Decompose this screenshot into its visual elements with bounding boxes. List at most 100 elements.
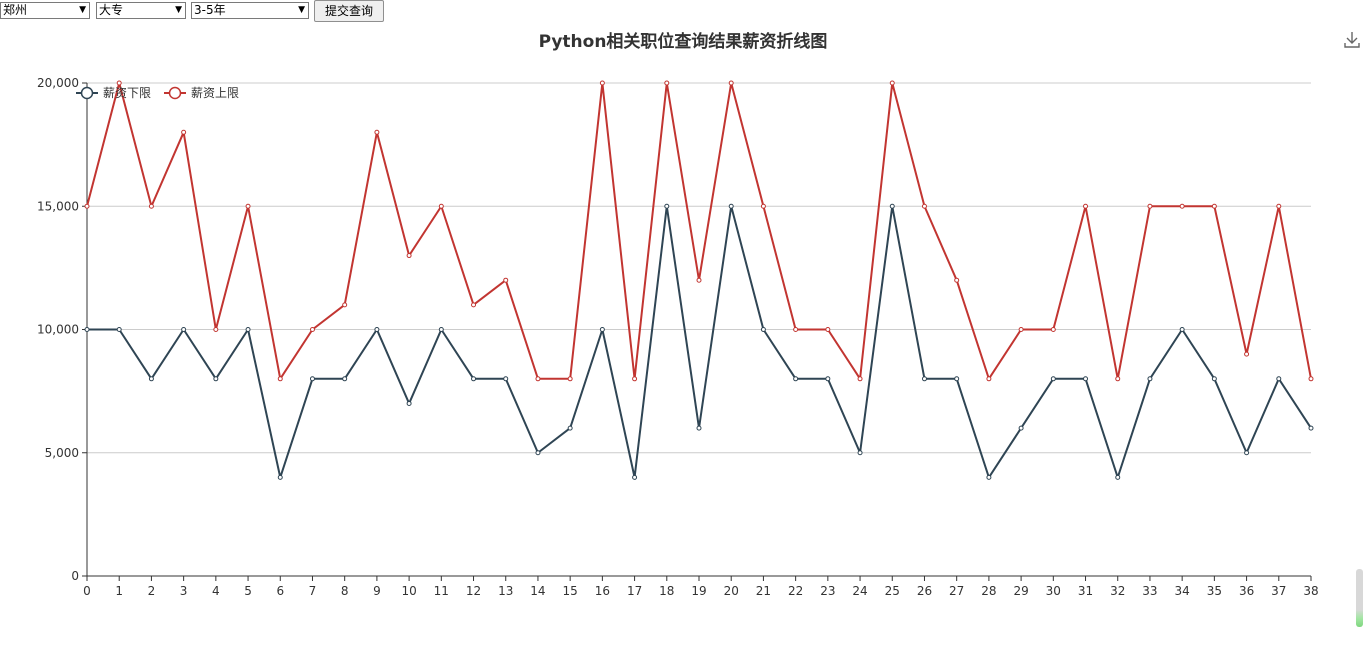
data-point[interactable]	[793, 327, 799, 332]
data-point[interactable]	[632, 376, 638, 382]
data-point[interactable]	[1179, 327, 1185, 332]
data-point[interactable]	[342, 302, 348, 308]
data-point[interactable]	[1018, 425, 1024, 431]
data-point[interactable]	[116, 327, 122, 332]
data-point[interactable]	[954, 277, 960, 283]
data-point[interactable]	[1050, 376, 1056, 382]
data-point[interactable]	[535, 450, 541, 456]
experience-select[interactable]: 3-5年 ▼	[191, 2, 309, 19]
data-point[interactable]	[277, 376, 283, 382]
data-point[interactable]	[760, 203, 766, 209]
data-point[interactable]	[567, 376, 573, 382]
data-point[interactable]	[1018, 327, 1024, 332]
data-point[interactable]	[728, 203, 734, 209]
data-point[interactable]	[1147, 203, 1153, 209]
data-point[interactable]	[503, 277, 509, 283]
data-point[interactable]	[986, 376, 992, 382]
data-point[interactable]	[1211, 203, 1217, 209]
data-point[interactable]	[503, 376, 509, 382]
x-tick-label: 15	[563, 584, 578, 598]
data-point[interactable]	[116, 80, 122, 86]
data-point[interactable]	[696, 425, 702, 431]
data-point[interactable]	[889, 203, 895, 209]
data-point[interactable]	[1147, 376, 1153, 382]
data-point[interactable]	[921, 203, 927, 209]
data-point[interactable]	[342, 376, 348, 382]
data-point[interactable]	[632, 474, 638, 480]
x-tick-label: 8	[341, 584, 349, 598]
y-tick-label: 5,000	[45, 446, 79, 460]
data-point[interactable]	[213, 376, 219, 382]
series-line	[86, 82, 1312, 380]
x-tick-label: 20	[724, 584, 739, 598]
data-point[interactable]	[1276, 203, 1282, 209]
data-point[interactable]	[1179, 203, 1185, 209]
data-point[interactable]	[84, 327, 90, 332]
data-point[interactable]	[954, 376, 960, 382]
data-point[interactable]	[760, 327, 766, 332]
data-point[interactable]	[857, 450, 863, 456]
data-point[interactable]	[438, 327, 444, 332]
data-point[interactable]	[374, 327, 380, 332]
data-point[interactable]	[148, 203, 154, 209]
legend-label: 薪资下限	[103, 86, 151, 100]
submit-query-button[interactable]: 提交查询	[314, 0, 384, 22]
data-point[interactable]	[374, 129, 380, 135]
data-point[interactable]	[664, 80, 670, 86]
education-select[interactable]: 大专 ▼	[96, 2, 186, 19]
x-tick-label: 3	[180, 584, 188, 598]
legend-item[interactable]: 薪资上限	[164, 86, 239, 100]
data-point[interactable]	[1211, 376, 1217, 382]
data-point[interactable]	[148, 376, 154, 382]
data-point[interactable]	[1276, 376, 1282, 382]
data-point[interactable]	[825, 376, 831, 382]
data-point[interactable]	[921, 376, 927, 382]
data-point[interactable]	[471, 376, 477, 382]
data-point[interactable]	[664, 203, 670, 209]
x-tick-label: 36	[1239, 584, 1254, 598]
city-select[interactable]: 郑州 ▼	[0, 2, 90, 19]
data-point[interactable]	[1115, 376, 1121, 382]
data-point[interactable]	[535, 376, 541, 382]
data-point[interactable]	[728, 80, 734, 86]
data-point[interactable]	[1083, 203, 1089, 209]
data-point[interactable]	[1083, 376, 1089, 382]
data-point[interactable]	[245, 203, 251, 209]
data-point[interactable]	[599, 327, 605, 332]
data-point[interactable]	[471, 302, 477, 308]
data-point[interactable]	[406, 253, 412, 259]
data-point[interactable]	[599, 80, 605, 86]
data-point[interactable]	[986, 474, 992, 480]
data-point[interactable]	[1244, 351, 1250, 357]
education-select-value: 大专	[99, 3, 124, 17]
data-point[interactable]	[84, 203, 90, 209]
data-point[interactable]	[1308, 425, 1314, 431]
x-tick-label: 18	[659, 584, 674, 598]
data-point[interactable]	[825, 327, 831, 332]
legend-item[interactable]: 薪资下限	[76, 86, 151, 100]
data-point[interactable]	[889, 80, 895, 86]
data-point[interactable]	[309, 376, 315, 382]
legend[interactable]: 薪资下限 薪资上限	[76, 86, 239, 100]
data-point[interactable]	[438, 203, 444, 209]
download-icon[interactable]	[1340, 28, 1364, 52]
data-point[interactable]	[567, 425, 573, 431]
data-point[interactable]	[181, 327, 187, 332]
data-point[interactable]	[696, 277, 702, 283]
scrollbar-thumb[interactable]	[1356, 569, 1363, 627]
data-point[interactable]	[793, 376, 799, 382]
data-point[interactable]	[1308, 376, 1314, 382]
data-point[interactable]	[1050, 327, 1056, 332]
data-point[interactable]	[857, 376, 863, 382]
data-point[interactable]	[309, 327, 315, 332]
data-point[interactable]	[277, 474, 283, 480]
x-tick-label: 17	[627, 584, 642, 598]
data-point[interactable]	[1244, 450, 1250, 456]
x-tick-label: 35	[1207, 584, 1222, 598]
data-point[interactable]	[181, 129, 187, 135]
data-point[interactable]	[406, 400, 412, 406]
data-point[interactable]	[1115, 474, 1121, 480]
data-point[interactable]	[245, 327, 251, 332]
data-point[interactable]	[213, 327, 219, 332]
legend-marker	[168, 86, 182, 100]
